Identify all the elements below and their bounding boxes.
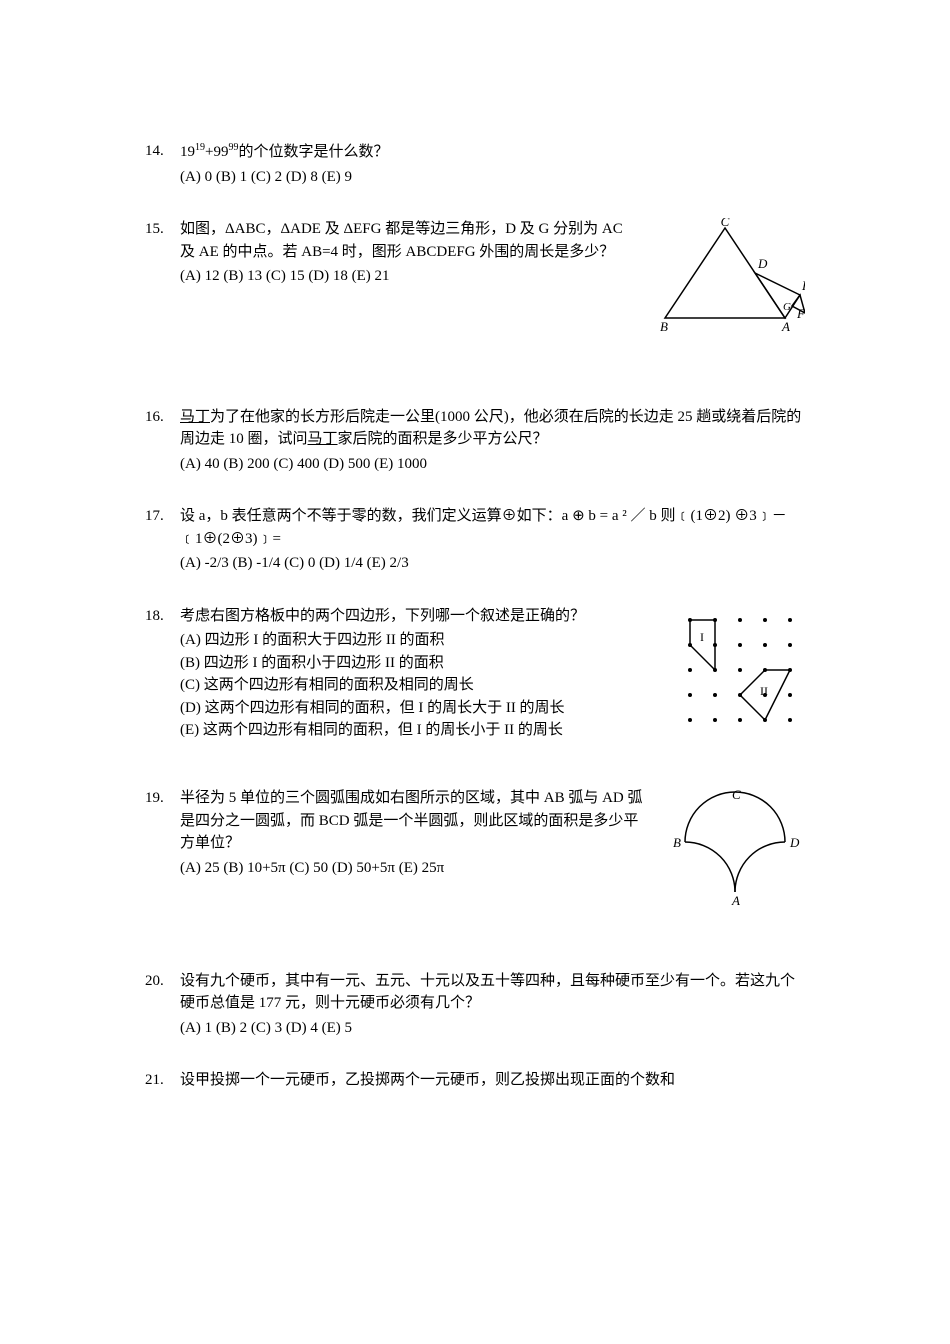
problem-19: 19. 半径为 5 单位的三个圆弧围成如右图所示的区域，其中 AB 弧与 AD … xyxy=(145,787,805,915)
label-f: F xyxy=(796,306,805,321)
label-d: D xyxy=(757,256,768,271)
label-ii: II xyxy=(760,684,768,698)
problem-body: 半径为 5 单位的三个圆弧围成如右图所示的区域，其中 AB 弧与 AD 弧是四分… xyxy=(180,787,805,915)
problem-body: 马丁为了在他家的长方形后院走一公里(1000 公尺)，他必须在后院的长边走 25… xyxy=(180,406,805,476)
problem-number: 21. xyxy=(145,1069,180,1092)
problem-number: 15. xyxy=(145,218,180,241)
problem-text: 如图，ΔABC，ΔADE 及 ΔEFG 都是等边三角形，D 及 G 分别为 AC… xyxy=(180,218,640,263)
problem-21: 21. 设甲投掷一个一元硬币，乙投掷两个一元硬币，则乙投掷出现正面的个数和 xyxy=(145,1069,805,1094)
problem-options: (A) 40 (B) 200 (C) 400 (D) 500 (E) 1000 xyxy=(180,453,805,476)
problem-text: 设甲投掷一个一元硬币，乙投掷两个一元硬币，则乙投掷出现正面的个数和 xyxy=(180,1069,805,1092)
label-a: A xyxy=(781,319,790,334)
problem-options: (A) 12 (B) 13 (C) 15 (D) 18 (E) 21 xyxy=(180,265,640,288)
option-c: (C) 这两个四边形有相同的面积及相同的周长 xyxy=(180,674,660,697)
label-e: E xyxy=(801,278,805,293)
problem-20: 20. 设有九个硬币，其中有一元、五元、十元以及五十等四种，且每种硬币至少有一个… xyxy=(145,970,805,1040)
problem-text: 1919+9999的个位数字是什么数？ xyxy=(180,140,805,164)
triangle-figure: C B A D E F G xyxy=(655,218,805,346)
label-b: B xyxy=(673,835,681,850)
problem-body: 考虑右图方格板中的两个四边形，下列哪一个叙述是正确的？ (A) 四边形 I 的面… xyxy=(180,605,805,743)
option-d: (D) 这两个四边形有相同的面积，但 I 的周长大于 II 的周长 xyxy=(180,697,660,720)
problem-text: 设 a，b 表任意两个不等于零的数，我们定义运算⊕如下：a ⊕ b = a ² … xyxy=(180,505,805,550)
label-g: G xyxy=(783,301,791,313)
problem-body: 设甲投掷一个一元硬币，乙投掷两个一元硬币，则乙投掷出现正面的个数和 xyxy=(180,1069,805,1094)
problem-16: 16. 马丁为了在他家的长方形后院走一公里(1000 公尺)，他必须在后院的长边… xyxy=(145,406,805,476)
option-b: (B) 四边形 I 的面积小于四边形 II 的面积 xyxy=(180,652,660,675)
label-d: D xyxy=(789,835,800,850)
problem-body: 设 a，b 表任意两个不等于零的数，我们定义运算⊕如下：a ⊕ b = a ² … xyxy=(180,505,805,575)
problem-number: 18. xyxy=(145,605,180,628)
problem-options: (A) -2/3 (B) -1/4 (C) 0 (D) 1/4 (E) 2/3 xyxy=(180,552,805,575)
problem-options: (A) 0 (B) 1 (C) 2 (D) 8 (E) 9 xyxy=(180,166,805,189)
problem-text: 半径为 5 单位的三个圆弧围成如右图所示的区域，其中 AB 弧与 AD 弧是四分… xyxy=(180,787,650,855)
label-a: A xyxy=(731,893,740,907)
person-name: 马丁 xyxy=(180,409,210,425)
label-b: B xyxy=(660,319,668,334)
label-i: I xyxy=(700,630,704,644)
problem-options: (A) 25 (B) 10+5π (C) 50 (D) 50+5π (E) 25… xyxy=(180,857,650,880)
arc-figure: C B D A xyxy=(665,787,805,915)
problem-number: 20. xyxy=(145,970,180,993)
problem-15: 15. 如图，ΔABC，ΔADE 及 ΔEFG 都是等边三角形，D 及 G 分别… xyxy=(145,218,805,346)
problem-body: 1919+9999的个位数字是什么数？ (A) 0 (B) 1 (C) 2 (D… xyxy=(180,140,805,188)
option-e: (E) 这两个四边形有相同的面积，但 I 的周长小于 II 的周长 xyxy=(180,719,660,742)
problem-body: 如图，ΔABC，ΔADE 及 ΔEFG 都是等边三角形，D 及 G 分别为 AC… xyxy=(180,218,805,346)
problem-18: 18. 考虑右图方格板中的两个四边形，下列哪一个叙述是正确的？ (A) 四边形 … xyxy=(145,605,805,743)
option-a: (A) 四边形 I 的面积大于四边形 II 的面积 xyxy=(180,629,660,652)
problem-options: (A) 1 (B) 2 (C) 3 (D) 4 (E) 5 xyxy=(180,1017,805,1040)
problem-number: 14. xyxy=(145,140,180,163)
problem-text: 马丁为了在他家的长方形后院走一公里(1000 公尺)，他必须在后院的长边走 25… xyxy=(180,406,805,451)
label-c: C xyxy=(721,218,730,229)
person-name: 马丁 xyxy=(308,431,338,447)
problem-14: 14. 1919+9999的个位数字是什么数？ (A) 0 (B) 1 (C) … xyxy=(145,140,805,188)
problem-body: 设有九个硬币，其中有一元、五元、十元以及五十等四种，且每种硬币至少有一个。若这九… xyxy=(180,970,805,1040)
problem-17: 17. 设 a，b 表任意两个不等于零的数，我们定义运算⊕如下：a ⊕ b = … xyxy=(145,505,805,575)
problem-text: 设有九个硬币，其中有一元、五元、十元以及五十等四种，且每种硬币至少有一个。若这九… xyxy=(180,970,805,1015)
grid-figure: I II xyxy=(675,605,805,743)
problem-text: 考虑右图方格板中的两个四边形，下列哪一个叙述是正确的？ xyxy=(180,605,660,628)
problem-number: 19. xyxy=(145,787,180,810)
problem-number: 16. xyxy=(145,406,180,429)
label-c: C xyxy=(732,787,741,802)
problem-number: 17. xyxy=(145,505,180,528)
